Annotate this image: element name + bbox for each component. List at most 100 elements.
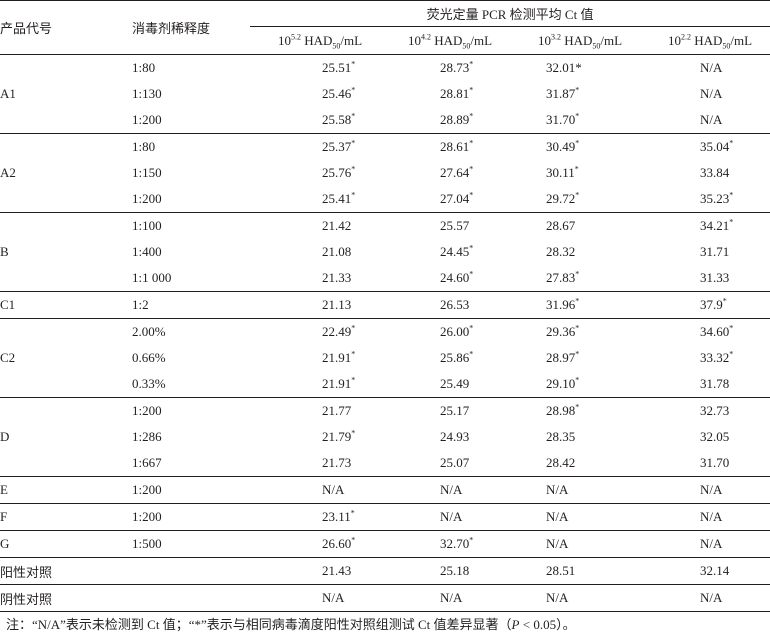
ct-value: 31.87 (546, 86, 576, 101)
significance-mark: * (469, 138, 474, 148)
ct-value-cell: 31.71 (640, 239, 770, 265)
ct-value-cell: 21.79* (250, 424, 380, 450)
ct-value: 21.33 (322, 270, 352, 285)
dilution-cell: 1:286 (132, 429, 162, 444)
ct-value: 32.01* (546, 60, 582, 75)
ct-value: 24.60 (440, 270, 470, 285)
significance-mark: * (575, 349, 580, 359)
significance-mark: * (574, 164, 579, 174)
ct-value: 32.14 (700, 563, 730, 578)
ct-value: 31.71 (700, 244, 730, 259)
ct-value: 31.96 (546, 297, 576, 312)
table-row: E 1:200 N/A N/A N/A N/A (0, 476, 770, 504)
ct-value-cell: 28.61* (380, 133, 510, 160)
product-code-cell: A2 (0, 133, 132, 213)
header-dilution: 消毒剂稀释度 (132, 0, 250, 55)
ct-value-cell: 29.36* (510, 318, 640, 345)
ct-value: N/A (322, 482, 345, 497)
ct-value-cell: 25.46* (250, 81, 380, 107)
table-row: C2 2.00% 22.49* 26.00* 29.36* 34.60* (0, 318, 770, 398)
significance-mark: * (575, 269, 580, 279)
table-row: 阴性对照 N/A N/A N/A N/A (0, 584, 770, 612)
ct-value: 25.46 (322, 86, 352, 101)
significance-mark: * (575, 138, 580, 148)
dilution-cell: 1:200 (132, 112, 162, 127)
ct-value-cell: 28.35 (510, 424, 640, 450)
ct-value: N/A (700, 86, 723, 101)
ct-value-cell: 32.01* (510, 54, 640, 81)
ct-value: 25.07 (440, 455, 470, 470)
ct-value-cell: 21.91* (250, 345, 380, 371)
ct-value: 27.83 (546, 270, 576, 285)
ct-value-cell: 28.81* (380, 81, 510, 107)
ct-value: 28.89 (440, 112, 470, 127)
ct-value: 28.67 (546, 218, 576, 233)
ct-value: 35.23 (700, 191, 730, 206)
ct-value: 31.78 (700, 376, 730, 391)
ct-value-cell: 21.77 (250, 397, 380, 424)
table-row: 1:667 21.73 25.07 28.42 31.70 (0, 450, 770, 477)
ct-value: 28.98 (546, 403, 576, 418)
ct-value-cell: 37.9* (640, 291, 770, 319)
ct-value: N/A (546, 482, 569, 497)
ct-value: 28.32 (546, 244, 576, 259)
ct-value-cell: 28.97* (510, 345, 640, 371)
product-code-cell: 阴性对照 (0, 584, 132, 612)
significance-mark: * (729, 217, 734, 227)
ct-value: 24.93 (440, 429, 470, 444)
ct-value-cell: 21.43 (250, 557, 380, 585)
table-body: A1 1:80 25.51* 28.73* 32.01* N/A 1:130 25.46* 28… (0, 54, 770, 612)
ct-value: N/A (700, 112, 723, 127)
table-row: 1:1 000 21.33 24.60* 27.83* 31.33 (0, 265, 770, 292)
table-row: 1:200 25.58* 28.89* 31.70* N/A (0, 107, 770, 134)
ct-value: 25.49 (440, 376, 470, 391)
ct-value-cell: 30.11* (510, 160, 640, 186)
ct-value-cell: 21.73 (250, 450, 380, 477)
ct-value: 25.18 (440, 563, 470, 578)
ct-value: 21.77 (322, 403, 352, 418)
ct-value: 32.70 (440, 536, 470, 551)
ct-value-cell: N/A (640, 503, 770, 531)
product-code-cell: D (0, 397, 132, 477)
ct-value: 28.42 (546, 455, 576, 470)
ct-value-cell: 21.33 (250, 265, 380, 292)
ct-value: 29.36 (546, 324, 576, 339)
ct-value: N/A (440, 482, 463, 497)
significance-mark: * (351, 59, 356, 69)
product-code-cell: B (0, 212, 132, 292)
ct-value: 33.84 (700, 165, 730, 180)
ct-value-cell: 31.87* (510, 81, 640, 107)
table-row: 1:130 25.46* 28.81* 31.87* N/A (0, 81, 770, 107)
ct-value-cell: 30.49* (510, 133, 640, 160)
ct-value-cell: 25.18 (380, 557, 510, 585)
significance-mark: * (575, 190, 580, 200)
ct-value: 24.45 (440, 244, 470, 259)
ct-value: 27.04 (440, 191, 470, 206)
significance-mark: * (351, 85, 356, 95)
ct-value-cell: 24.45* (380, 239, 510, 265)
significance-mark: * (469, 243, 474, 253)
table-header: 产品代号 消毒剂稀释度 荧光定量 PCR 检测平均 Ct 值 105.2 HAD… (0, 0, 770, 55)
ct-value: 21.91 (322, 350, 352, 365)
table-row: C1 1:2 21.13 26.53 31.96* 37.9* (0, 291, 770, 319)
header-ct-group: 荧光定量 PCR 检测平均 Ct 值 (250, 0, 770, 27)
ct-value: N/A (440, 590, 463, 605)
ct-value-cell: 21.13 (250, 291, 380, 319)
ct-value-cell: 35.23* (640, 186, 770, 213)
header-titer-4: 102.2 HAD50/mL (668, 32, 753, 51)
significance-mark: * (351, 535, 356, 545)
ct-value: 21.13 (322, 297, 352, 312)
ct-value-cell: 28.98* (510, 397, 640, 424)
header-titer-2: 104.2 HAD50/mL (408, 32, 493, 51)
significance-mark: * (469, 85, 474, 95)
ct-value-cell: N/A (640, 476, 770, 504)
dilution-cell: 1:400 (132, 244, 162, 259)
ct-value-cell: 35.04* (640, 133, 770, 160)
ct-value: 25.51 (322, 60, 352, 75)
ct-value-cell: N/A (250, 476, 380, 504)
ct-value: 21.79 (322, 429, 352, 444)
significance-mark: * (469, 59, 474, 69)
dilution-cell: 1:2 (132, 291, 250, 319)
ct-value-cell: N/A (250, 584, 380, 612)
ct-value-cell: 25.17 (380, 397, 510, 424)
